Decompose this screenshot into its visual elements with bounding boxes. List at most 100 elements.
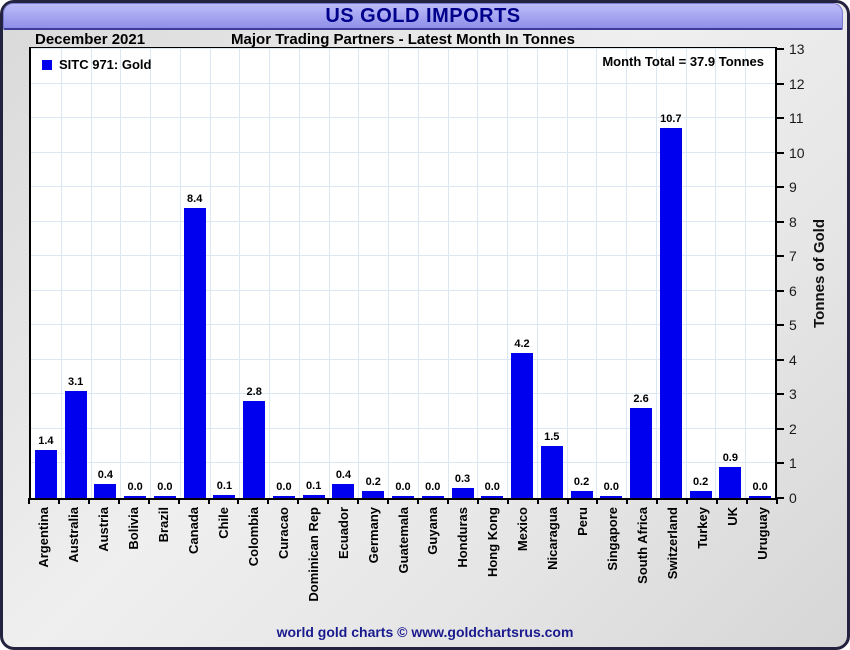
x-axis-label: Nicaragua: [545, 507, 561, 570]
x-tick: [656, 498, 659, 504]
bar-value-label: 0.0: [425, 481, 441, 493]
gridline-horizontal: [31, 289, 775, 291]
bar-value-label: 0.4: [97, 469, 114, 482]
y-tick: [777, 462, 784, 465]
x-axis-label-slot: Brazil: [149, 507, 179, 619]
bar-mexico: [511, 352, 534, 498]
y-tick: [777, 82, 784, 85]
bar-value-label: 0.0: [157, 481, 173, 493]
gridline-vertical: [239, 49, 241, 498]
x-axis-label: Hong Kong: [485, 507, 501, 578]
period-label: December 2021: [35, 31, 146, 48]
gridline-vertical: [566, 49, 568, 498]
gridline-vertical: [685, 49, 687, 498]
bar-value-label: 10.7: [660, 113, 682, 126]
y-tick: [777, 393, 784, 396]
x-axis-label-slot: Ecuador: [328, 507, 358, 619]
x-axis-label-slot: Uruguay: [747, 507, 777, 619]
gridline-vertical: [715, 49, 717, 498]
gridline-vertical: [477, 49, 479, 498]
x-tick: [716, 498, 719, 504]
x-axis-label: South Africa: [634, 507, 650, 584]
bar-south-africa: [630, 408, 653, 498]
x-tick: [267, 498, 270, 504]
bar-ecuador: [332, 484, 355, 498]
x-tick: [207, 498, 210, 504]
gridline-vertical: [447, 49, 449, 498]
y-tick: [777, 358, 784, 361]
gridline-vertical: [209, 49, 211, 498]
x-tick: [327, 498, 330, 504]
bar-peru: [570, 491, 593, 498]
y-tick: [777, 117, 784, 120]
x-tick: [536, 498, 539, 504]
bar-uk: [719, 466, 742, 498]
x-tick: [147, 498, 150, 504]
bar-hong-kong: [481, 496, 504, 498]
y-tick-label: 3: [789, 386, 797, 403]
y-tick: [777, 186, 784, 189]
header-band: US GOLD IMPORTS: [3, 3, 843, 30]
y-tick-label: 11: [789, 110, 804, 127]
x-axis-label: Colombia: [245, 507, 261, 567]
y-tick-label: 10: [789, 144, 805, 161]
x-tick: [506, 498, 509, 504]
gridline-vertical: [745, 49, 747, 498]
bar-value-label: 0.2: [365, 476, 381, 489]
month-total-annotation: Month Total = 37.9 Tonnes: [602, 54, 764, 69]
x-tick: [87, 498, 90, 504]
y-tick: [777, 48, 784, 50]
x-axis-label-slot: Guyana: [418, 507, 448, 619]
y-tick-label: 9: [789, 179, 797, 196]
bar-germany: [362, 491, 385, 498]
bar-uruguay: [749, 496, 772, 498]
x-axis-label: Dominican Rep: [305, 507, 321, 602]
gridline-vertical: [90, 49, 92, 498]
bar-argentina: [34, 449, 57, 498]
x-axis-label: Guatemala: [395, 507, 411, 574]
bar-turkey: [689, 491, 712, 498]
y-tick: [777, 324, 784, 327]
x-tick: [297, 498, 300, 504]
y-tick: [777, 497, 784, 499]
bar-value-label: 2.8: [246, 386, 262, 399]
bar-value-label: 0.2: [692, 476, 709, 489]
y-tick: [777, 427, 784, 430]
y-tick-label: 8: [789, 213, 797, 230]
gridline-vertical: [150, 49, 152, 498]
x-axis-label-slot: UK: [717, 507, 747, 619]
gridline-vertical: [536, 49, 538, 498]
x-axis-label-slot: Dominican Rep: [298, 507, 328, 619]
gridline-vertical: [655, 49, 657, 498]
bar-value-label: 0.0: [395, 481, 411, 493]
x-axis-label-slot: Mexico: [508, 507, 538, 619]
x-axis-label: Germany: [365, 507, 381, 564]
x-tick: [686, 498, 689, 504]
x-tick: [357, 498, 360, 504]
bar-value-label: 0.2: [573, 476, 590, 489]
gridline-vertical: [596, 49, 598, 498]
bar-brazil: [153, 496, 176, 498]
gridline-horizontal: [31, 48, 775, 49]
bar-value-label: 1.5: [544, 431, 560, 444]
x-tick: [476, 498, 479, 504]
bar-bolivia: [124, 496, 147, 498]
gridline-horizontal: [31, 427, 775, 429]
y-axis-title: Tonnes of Gold: [810, 219, 828, 328]
x-tick: [28, 498, 30, 504]
gridline-horizontal: [31, 462, 775, 464]
x-tick: [566, 498, 569, 504]
bar-switzerland: [659, 128, 682, 498]
chart-subtitle: Major Trading Partners - Latest Month In…: [231, 31, 575, 48]
bar-value-label: 3.1: [67, 375, 84, 388]
x-tick: [446, 498, 449, 504]
bar-value-label: 0.0: [127, 481, 143, 493]
x-axis-labels: Argentina Australia Austria Bolivia Brazil Ca…: [29, 507, 777, 619]
x-axis-label: Honduras: [455, 507, 471, 568]
x-axis-label-slot: Switzerland: [657, 507, 687, 619]
bar-honduras: [451, 487, 474, 498]
gridline-horizontal: [31, 82, 775, 84]
x-axis-label-slot: Peru: [568, 507, 598, 619]
legend-label: SITC 971: Gold: [59, 57, 152, 72]
y-tick-label: 13: [789, 41, 805, 57]
